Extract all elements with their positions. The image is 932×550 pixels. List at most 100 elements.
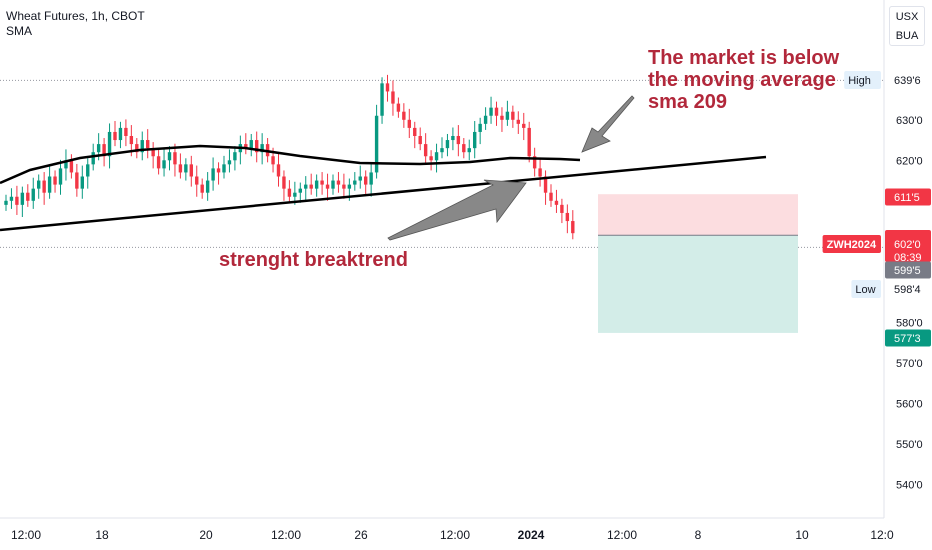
candle-body[interactable] xyxy=(440,148,444,153)
price-label-stop[interactable]: 611'5 xyxy=(885,188,931,206)
candle-body[interactable] xyxy=(107,131,112,157)
candle-body[interactable] xyxy=(571,221,575,234)
uptrend-line[interactable] xyxy=(0,155,767,232)
candle-body[interactable] xyxy=(451,136,455,141)
candle-body[interactable] xyxy=(222,164,226,173)
candle-body[interactable] xyxy=(15,196,19,205)
candle-body[interactable] xyxy=(86,164,90,177)
candle-body[interactable] xyxy=(80,176,84,189)
candle-body[interactable] xyxy=(298,188,302,193)
candle-body[interactable] xyxy=(402,111,406,120)
candle-body[interactable] xyxy=(522,123,526,128)
candle-body[interactable] xyxy=(42,180,46,193)
candle-body[interactable] xyxy=(9,196,14,201)
candle-body[interactable] xyxy=(4,200,8,205)
candle-body[interactable] xyxy=(211,168,215,181)
candle-body[interactable] xyxy=(216,168,221,173)
candle-body[interactable] xyxy=(342,184,346,189)
candle-body[interactable] xyxy=(364,176,368,185)
candle-body[interactable] xyxy=(167,152,172,161)
candle-body[interactable] xyxy=(467,148,471,153)
candle-body[interactable] xyxy=(178,164,183,173)
candle-body[interactable] xyxy=(331,180,335,189)
candle-body[interactable] xyxy=(483,115,488,124)
candle-body[interactable] xyxy=(47,176,52,193)
candle-body[interactable] xyxy=(102,144,106,157)
candle-body[interactable] xyxy=(538,168,542,177)
candle-body[interactable] xyxy=(244,144,248,149)
sma-line[interactable] xyxy=(0,144,581,185)
candle-body[interactable] xyxy=(423,144,428,157)
candle-body[interactable] xyxy=(287,188,292,197)
candle-body[interactable] xyxy=(113,131,117,141)
candle-body[interactable] xyxy=(320,180,324,185)
candle-body[interactable] xyxy=(369,172,373,185)
candle-body[interactable] xyxy=(260,144,264,153)
candle-body[interactable] xyxy=(151,148,155,157)
candle-body[interactable] xyxy=(118,127,123,141)
take-profit-zone[interactable] xyxy=(598,235,798,333)
symbol-title[interactable]: Wheat Futures, 1h, CBOT xyxy=(6,9,145,23)
candle-body[interactable] xyxy=(434,152,439,161)
candle-body[interactable] xyxy=(271,156,275,165)
candle-body[interactable] xyxy=(124,127,128,136)
candle-body[interactable] xyxy=(429,156,433,161)
candle-body[interactable] xyxy=(418,136,422,145)
candle-body[interactable] xyxy=(37,180,41,189)
stop-loss-zone[interactable] xyxy=(598,194,798,236)
candle-body[interactable] xyxy=(64,160,68,169)
candle-body[interactable] xyxy=(276,164,281,177)
candle-body[interactable] xyxy=(304,184,308,189)
candle-body[interactable] xyxy=(478,123,482,132)
candle-body[interactable] xyxy=(205,180,210,193)
candle-body[interactable] xyxy=(543,176,548,193)
candle-body[interactable] xyxy=(26,192,30,201)
candle-body[interactable] xyxy=(162,160,166,169)
indicator-label[interactable]: SMA xyxy=(6,24,33,38)
candle-body[interactable] xyxy=(516,119,520,124)
candle-body[interactable] xyxy=(146,140,150,149)
candle-body[interactable] xyxy=(565,212,570,222)
candle-body[interactable] xyxy=(200,184,204,193)
candle-body[interactable] xyxy=(255,140,259,153)
candle-body[interactable] xyxy=(58,168,63,185)
candle-body[interactable] xyxy=(494,107,499,116)
candle-body[interactable] xyxy=(96,144,101,153)
currency-usx[interactable]: USX xyxy=(895,10,919,23)
candle-body[interactable] xyxy=(293,192,297,197)
candle-body[interactable] xyxy=(527,127,531,157)
candle-body[interactable] xyxy=(249,140,253,149)
price-label-high[interactable]: 639'6 High xyxy=(844,71,931,89)
candle-body[interactable] xyxy=(489,107,493,116)
candle-body[interactable] xyxy=(353,180,357,185)
candle-body[interactable] xyxy=(554,200,559,205)
candle-body[interactable] xyxy=(347,184,352,189)
candle-body[interactable] xyxy=(473,131,477,149)
candle-body[interactable] xyxy=(314,180,319,189)
candle-body[interactable] xyxy=(505,111,510,120)
candle-body[interactable] xyxy=(140,140,144,153)
candle-body[interactable] xyxy=(462,144,466,153)
candle-body[interactable] xyxy=(75,172,79,189)
currency-bua[interactable]: BUA xyxy=(895,29,919,42)
plot-area[interactable] xyxy=(0,74,884,333)
candle-body[interactable] xyxy=(53,176,57,185)
candle-body[interactable] xyxy=(358,176,362,181)
candle-body[interactable] xyxy=(407,119,411,128)
price-label-target[interactable]: 577'3 xyxy=(885,329,931,347)
price-label-low[interactable]: 598'4 Low xyxy=(851,280,931,298)
candle-body[interactable] xyxy=(511,111,515,120)
candle-body[interactable] xyxy=(31,188,35,201)
candle-body[interactable] xyxy=(189,164,193,177)
candle-body[interactable] xyxy=(91,152,95,165)
candle-body[interactable] xyxy=(184,164,188,173)
candle-body[interactable] xyxy=(413,127,417,136)
candle-body[interactable] xyxy=(374,115,379,173)
candle-body[interactable] xyxy=(560,204,564,213)
candle-body[interactable] xyxy=(173,152,177,165)
candle-body[interactable] xyxy=(309,184,313,189)
candle-body[interactable] xyxy=(325,184,330,189)
candle-body[interactable] xyxy=(336,180,341,185)
candle-body[interactable] xyxy=(156,156,161,169)
